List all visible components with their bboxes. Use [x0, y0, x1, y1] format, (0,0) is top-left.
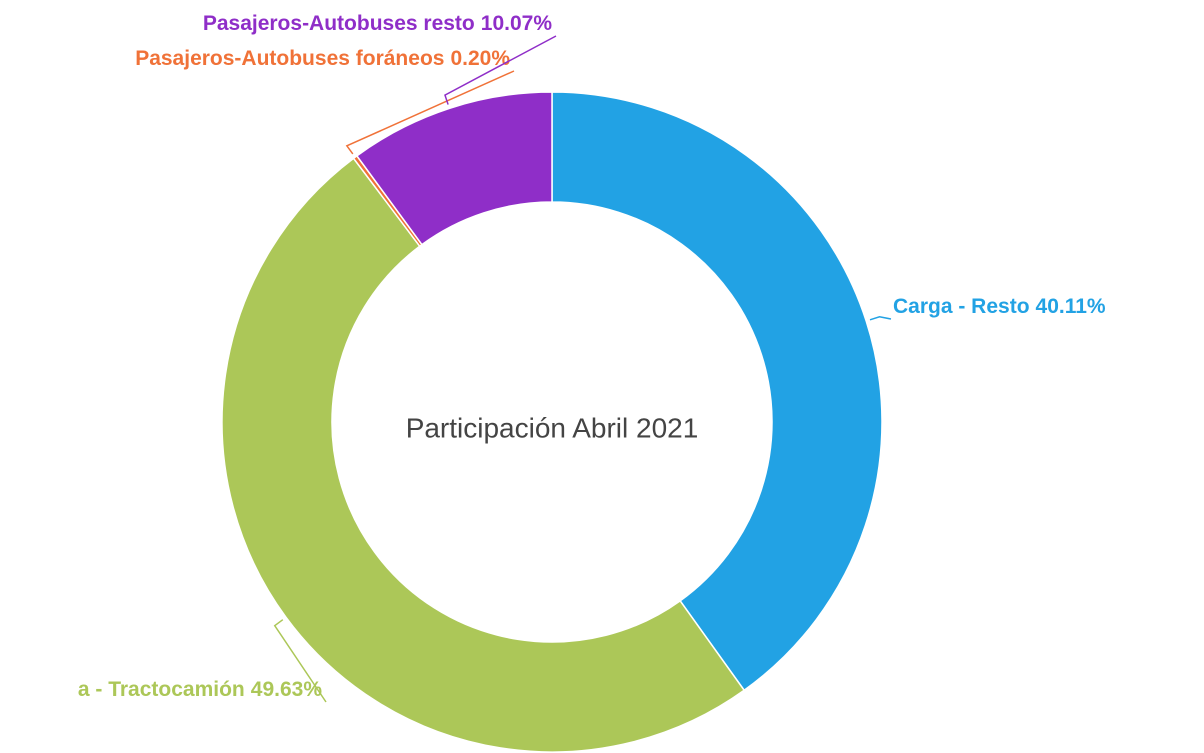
label-value: 40.11% [1036, 295, 1106, 318]
label-value: 49.63% [251, 678, 323, 701]
leader-line [345, 70, 515, 155]
data-label: Pasajeros-Autobuses foráneos 0.20% [135, 47, 510, 70]
label-value: 10.07% [481, 12, 553, 35]
data-label: a - Tractocamión 49.63% [78, 678, 322, 701]
label-name: Carga - Resto [893, 295, 1030, 318]
donut-segment [355, 91, 553, 246]
data-label: Carga - Resto 40.11% [893, 295, 1106, 318]
leader-line [869, 316, 892, 321]
label-value: 0.20% [450, 47, 510, 70]
center-label: Participación Abril 2021 [406, 412, 699, 443]
label-name: a - Tractocamión [78, 678, 245, 701]
leader-line [444, 35, 557, 105]
label-name: Pasajeros-Autobuses foráneos [135, 47, 444, 70]
label-name: Pasajeros-Autobuses resto [203, 12, 475, 35]
donut-segment [551, 91, 883, 692]
leader-line [273, 619, 327, 703]
donut-segment [221, 157, 746, 753]
data-label: Pasajeros-Autobuses resto 10.07% [203, 12, 552, 35]
